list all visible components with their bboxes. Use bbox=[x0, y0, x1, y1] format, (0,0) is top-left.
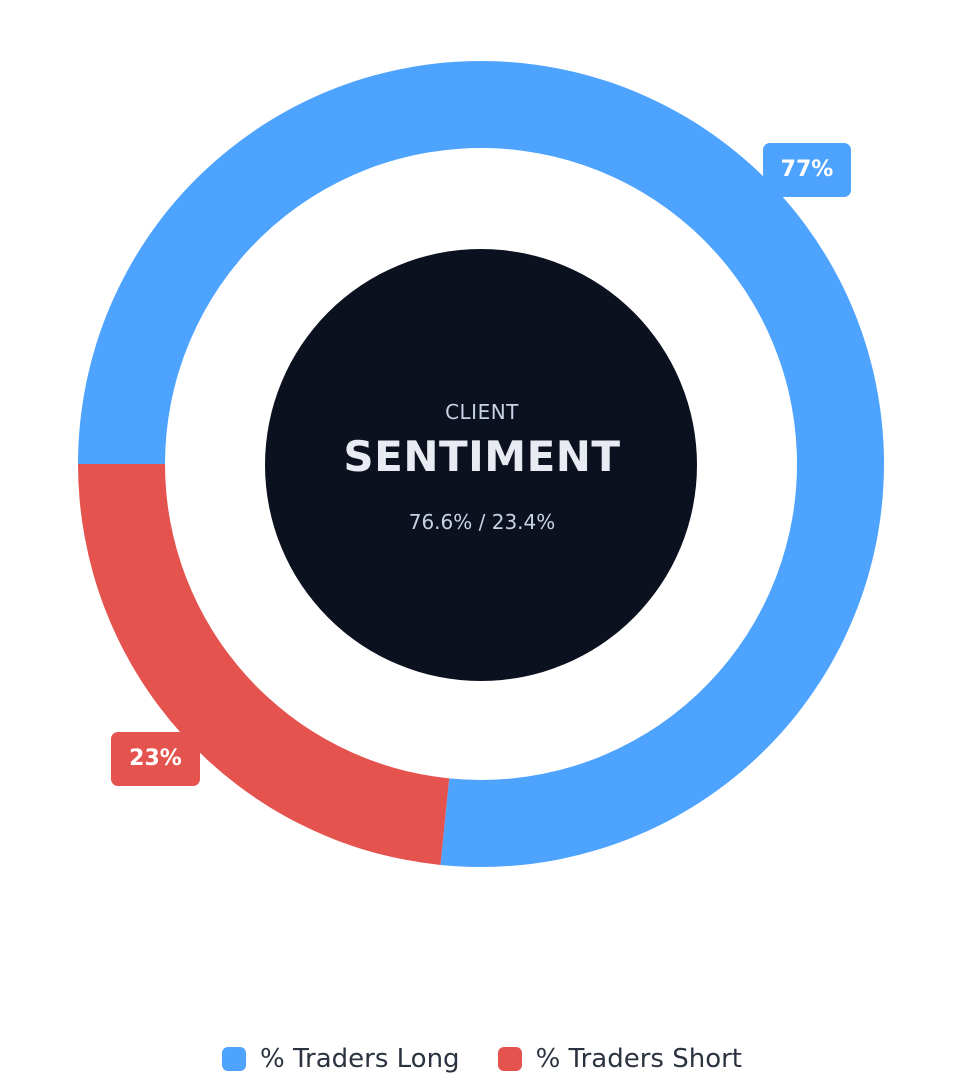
slice-short[interactable] bbox=[78, 464, 450, 865]
center-kicker: CLIENT bbox=[445, 400, 519, 424]
data-label-long: 77% bbox=[763, 143, 851, 197]
legend-label-long: % Traders Long bbox=[259, 1044, 460, 1074]
legend-swatch-short bbox=[497, 1047, 522, 1071]
legend-label-short: % Traders Short bbox=[535, 1044, 742, 1074]
legend-item-long[interactable]: % Traders Long bbox=[221, 1044, 460, 1074]
donut-slices bbox=[78, 60, 884, 867]
center-title: SENTIMENT bbox=[343, 432, 621, 481]
center-circle bbox=[265, 249, 697, 681]
legend-item-short[interactable]: % Traders Short bbox=[497, 1044, 742, 1074]
data-label-short: 23% bbox=[111, 732, 200, 786]
legend-swatch-long bbox=[221, 1047, 246, 1071]
center-ratio: 76.6% / 23.4% bbox=[408, 510, 556, 534]
legend: % Traders Long % Traders Short bbox=[0, 1044, 964, 1074]
